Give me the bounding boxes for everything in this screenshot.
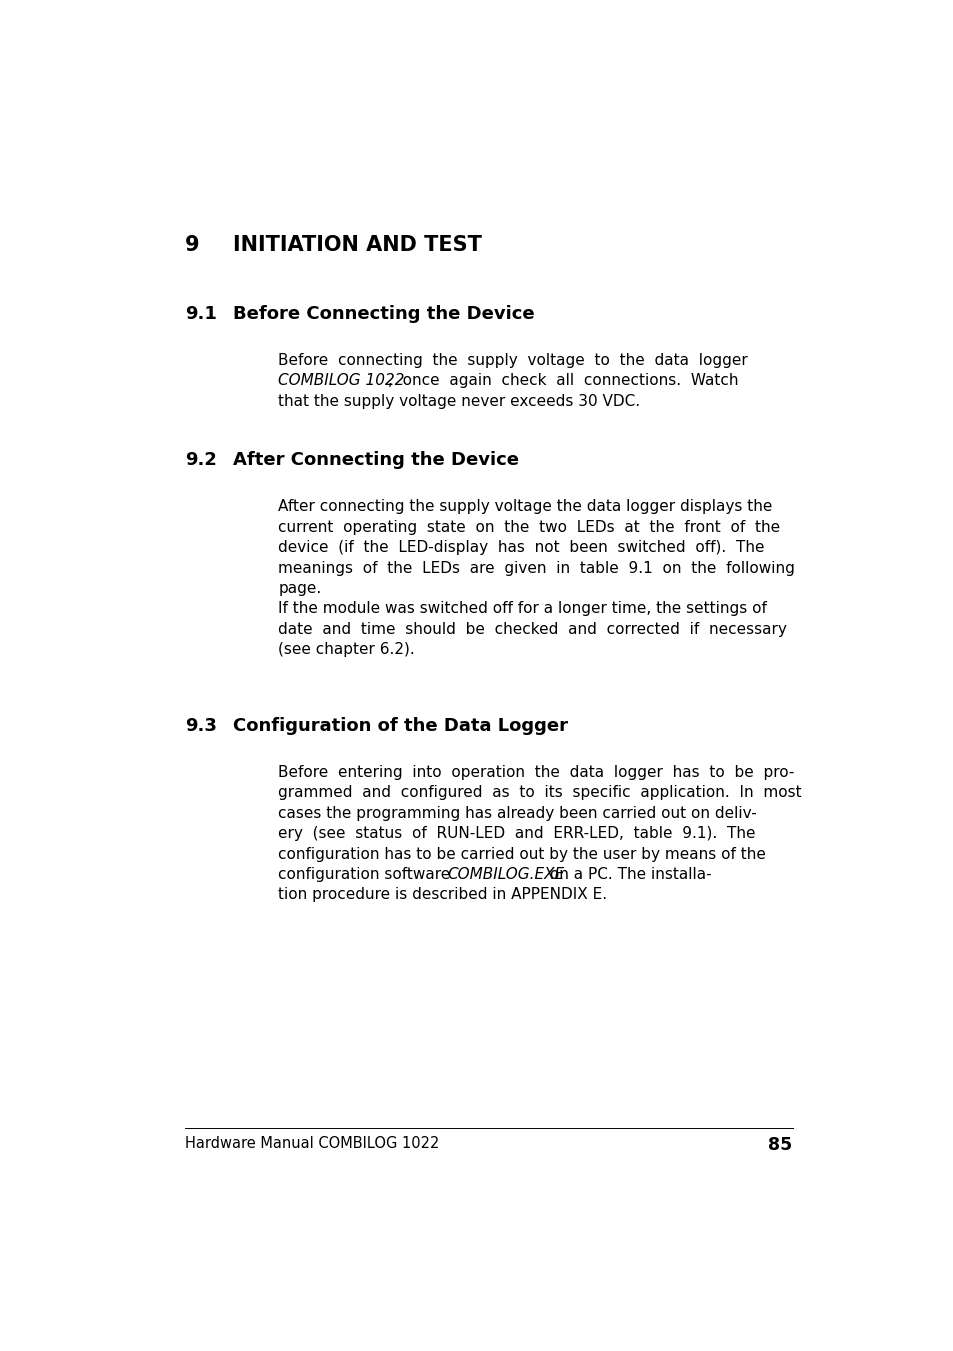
Text: grammed  and  configured  as  to  its  specific  application.  In  most: grammed and configured as to its specifi… — [278, 785, 801, 800]
Text: 9.2: 9.2 — [185, 451, 216, 469]
Text: 9: 9 — [185, 235, 199, 255]
Text: 85: 85 — [768, 1136, 792, 1154]
Text: Before Connecting the Device: Before Connecting the Device — [233, 304, 535, 323]
Text: tion procedure is described in APPENDIX E.: tion procedure is described in APPENDIX … — [278, 888, 607, 902]
Text: date  and  time  should  be  checked  and  corrected  if  necessary: date and time should be checked and corr… — [278, 621, 786, 636]
Text: 9.3: 9.3 — [185, 716, 216, 735]
Text: Configuration of the Data Logger: Configuration of the Data Logger — [233, 716, 568, 735]
Text: configuration software: configuration software — [278, 867, 455, 882]
Text: If the module was switched off for a longer time, the settings of: If the module was switched off for a lon… — [278, 601, 766, 616]
Text: Before  entering  into  operation  the  data  logger  has  to  be  pro-: Before entering into operation the data … — [278, 765, 794, 780]
Text: (see chapter 6.2).: (see chapter 6.2). — [278, 642, 415, 657]
Text: ,  once  again  check  all  connections.  Watch: , once again check all connections. Watc… — [388, 373, 738, 389]
Text: current  operating  state  on  the  two  LEDs  at  the  front  of  the: current operating state on the two LEDs … — [278, 520, 780, 535]
Text: page.: page. — [278, 581, 321, 596]
Text: COMBILOG 1022: COMBILOG 1022 — [278, 373, 404, 389]
Text: After connecting the supply voltage the data logger displays the: After connecting the supply voltage the … — [278, 500, 772, 515]
Text: cases the programming has already been carried out on deliv-: cases the programming has already been c… — [278, 805, 756, 821]
Text: configuration has to be carried out by the user by means of the: configuration has to be carried out by t… — [278, 847, 765, 862]
Text: on a PC. The installa-: on a PC. The installa- — [544, 867, 711, 882]
Text: INITIATION AND TEST: INITIATION AND TEST — [233, 235, 481, 255]
Text: Hardware Manual COMBILOG 1022: Hardware Manual COMBILOG 1022 — [185, 1136, 439, 1151]
Text: Before  connecting  the  supply  voltage  to  the  data  logger: Before connecting the supply voltage to … — [278, 353, 747, 367]
Text: meanings  of  the  LEDs  are  given  in  table  9.1  on  the  following: meanings of the LEDs are given in table … — [278, 561, 794, 576]
Text: After Connecting the Device: After Connecting the Device — [233, 451, 518, 469]
Text: 9.1: 9.1 — [185, 304, 216, 323]
Text: COMBILOG.EXE: COMBILOG.EXE — [447, 867, 564, 882]
Text: that the supply voltage never exceeds 30 VDC.: that the supply voltage never exceeds 30… — [278, 394, 639, 409]
Text: device  (if  the  LED-display  has  not  been  switched  off).  The: device (if the LED-display has not been … — [278, 540, 763, 555]
Text: ery  (see  status  of  RUN-LED  and  ERR-LED,  table  9.1).  The: ery (see status of RUN-LED and ERR-LED, … — [278, 827, 755, 842]
